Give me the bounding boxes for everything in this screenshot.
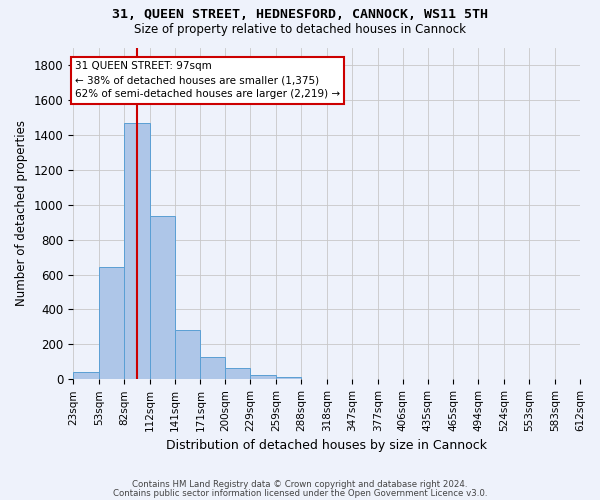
Text: 31 QUEEN STREET: 97sqm
← 38% of detached houses are smaller (1,375)
62% of semi-: 31 QUEEN STREET: 97sqm ← 38% of detached… — [75, 62, 340, 100]
Text: 31, QUEEN STREET, HEDNESFORD, CANNOCK, WS11 5TH: 31, QUEEN STREET, HEDNESFORD, CANNOCK, W… — [112, 8, 488, 20]
Bar — [175, 330, 200, 380]
Bar — [124, 122, 149, 380]
Text: Size of property relative to detached houses in Cannock: Size of property relative to detached ho… — [134, 22, 466, 36]
Bar — [200, 358, 226, 380]
Y-axis label: Number of detached properties: Number of detached properties — [15, 120, 28, 306]
X-axis label: Distribution of detached houses by size in Cannock: Distribution of detached houses by size … — [166, 440, 487, 452]
Bar — [73, 372, 99, 380]
Bar — [276, 376, 301, 380]
Bar — [226, 368, 250, 380]
Text: Contains public sector information licensed under the Open Government Licence v3: Contains public sector information licen… — [113, 489, 487, 498]
Text: Contains HM Land Registry data © Crown copyright and database right 2024.: Contains HM Land Registry data © Crown c… — [132, 480, 468, 489]
Bar — [99, 266, 124, 380]
Bar — [250, 375, 276, 380]
Bar — [149, 216, 175, 380]
